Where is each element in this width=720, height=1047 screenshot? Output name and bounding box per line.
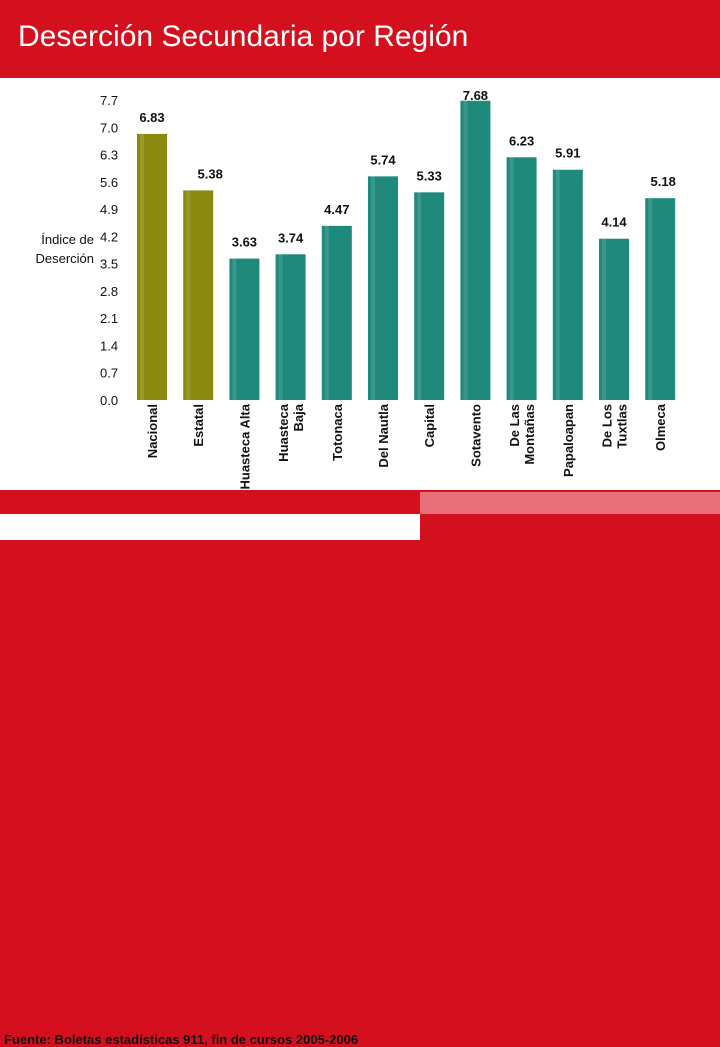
bar (599, 238, 629, 400)
category-label-line: Estatal (191, 404, 206, 447)
bar (275, 254, 306, 400)
bar-highlight (278, 254, 283, 400)
bar-highlight (648, 198, 653, 400)
bar-highlight (324, 225, 329, 400)
bar (137, 133, 167, 400)
source-note: Fuente: Boletas estadísticas 911, fin de… (4, 1032, 359, 1047)
y-tick-label: 5.6 (100, 175, 118, 190)
category-label-line: Huasteca (276, 403, 291, 462)
bar-chart: 0.0 0.7 1.4 2.1 2.8 3.5 4.2 4.9 5.6 6.3 7.0 7.7 Índi… (35, 88, 676, 490)
bar-highlight (140, 133, 144, 400)
data-label: 6.23 (509, 133, 534, 148)
bar (321, 225, 352, 400)
bar-highlight (509, 157, 514, 400)
y-tick-label: 2.1 (100, 311, 118, 326)
category-labels: Nacional Estatal Huasteca Alta Huasteca Baja… (145, 403, 668, 489)
y-tick-label: 7.0 (100, 120, 118, 135)
y-axis-label: Índice de (41, 232, 94, 247)
data-label: 4.47 (324, 202, 349, 217)
bar (368, 176, 398, 400)
data-label: 4.14 (601, 215, 627, 230)
bar-highlight (463, 100, 468, 400)
bar-highlight (371, 176, 375, 400)
y-tick-label: 4.2 (100, 229, 118, 244)
y-tick-label: 4.9 (100, 202, 118, 217)
footer-accent (420, 492, 720, 514)
category-label-line: Nacional (145, 404, 160, 458)
bar-highlight (417, 192, 422, 400)
y-tick-label: 2.8 (100, 284, 118, 299)
category-label: Sotavento (468, 404, 483, 467)
y-tick-label: 6.3 (100, 148, 118, 163)
category-label-line: Capital (422, 404, 437, 447)
category-label: Olmeca (653, 403, 668, 451)
category-label-line: De Los (600, 404, 615, 447)
category-label-line: Olmeca (653, 403, 668, 451)
bar (229, 258, 260, 400)
y-tick-label: 1.4 (100, 338, 118, 353)
data-label: 7.68 (463, 88, 488, 103)
data-label: 5.18 (651, 174, 676, 189)
data-label: 6.83 (139, 110, 164, 125)
data-label: 5.74 (370, 152, 396, 167)
category-label-line: Del Nautla (376, 403, 391, 467)
bar (552, 169, 583, 400)
header-bar: Deserción Secundaria por Región (0, 0, 720, 77)
category-label: Huasteca Alta (237, 403, 252, 489)
page-title: Deserción Secundaria por Región (18, 20, 469, 53)
data-label: 5.33 (417, 168, 442, 183)
bar (506, 157, 537, 400)
y-tick-label: 7.7 (100, 93, 118, 108)
bar-highlight (186, 190, 191, 400)
bar-highlight (602, 238, 606, 400)
category-label: Huasteca Baja (276, 403, 306, 462)
category-label: Nacional (145, 404, 160, 458)
category-label: Del Nautla (376, 403, 391, 467)
y-axis-label: Deserción (35, 251, 94, 266)
category-label-line: Huasteca Alta (237, 403, 252, 489)
category-label: Totonaca (330, 403, 345, 461)
bar (414, 192, 445, 400)
data-label: 3.74 (278, 230, 304, 245)
category-label-line: Papaloapan (561, 404, 576, 477)
bar (183, 190, 214, 400)
data-label: 5.91 (555, 146, 580, 161)
data-label: 5.38 (198, 166, 223, 181)
category-label: Capital (422, 404, 437, 447)
category-label-line: Tuxtlas (615, 404, 630, 449)
category-label-line: Montañas (522, 404, 537, 465)
category-label-line: De Las (507, 404, 522, 447)
category-label: Papaloapan (561, 404, 576, 477)
category-label: De Los Tuxtlas (600, 404, 630, 449)
category-label-line: Baja (291, 403, 306, 431)
category-label: De Las Montañas (507, 404, 537, 465)
bars: 6.83 5.38 3.63 3.74 4.47 5.74 5.33 7.68 6.23 5.91… (137, 88, 676, 400)
y-tick-label: 0.7 (100, 366, 118, 381)
bar-highlight (232, 258, 237, 400)
category-label-line: Totonaca (330, 403, 345, 461)
y-tick-label: 0.0 (100, 393, 118, 408)
data-label: 3.63 (232, 235, 257, 250)
bar (460, 100, 491, 400)
category-label: Estatal (191, 404, 206, 447)
y-axis: 0.0 0.7 1.4 2.1 2.8 3.5 4.2 4.9 5.6 6.3 7.0 7.7 Índi… (35, 93, 118, 408)
bar-highlight (555, 169, 560, 400)
bar (645, 198, 676, 400)
category-label-line: Sotavento (468, 404, 483, 467)
y-tick-label: 3.5 (100, 257, 118, 272)
